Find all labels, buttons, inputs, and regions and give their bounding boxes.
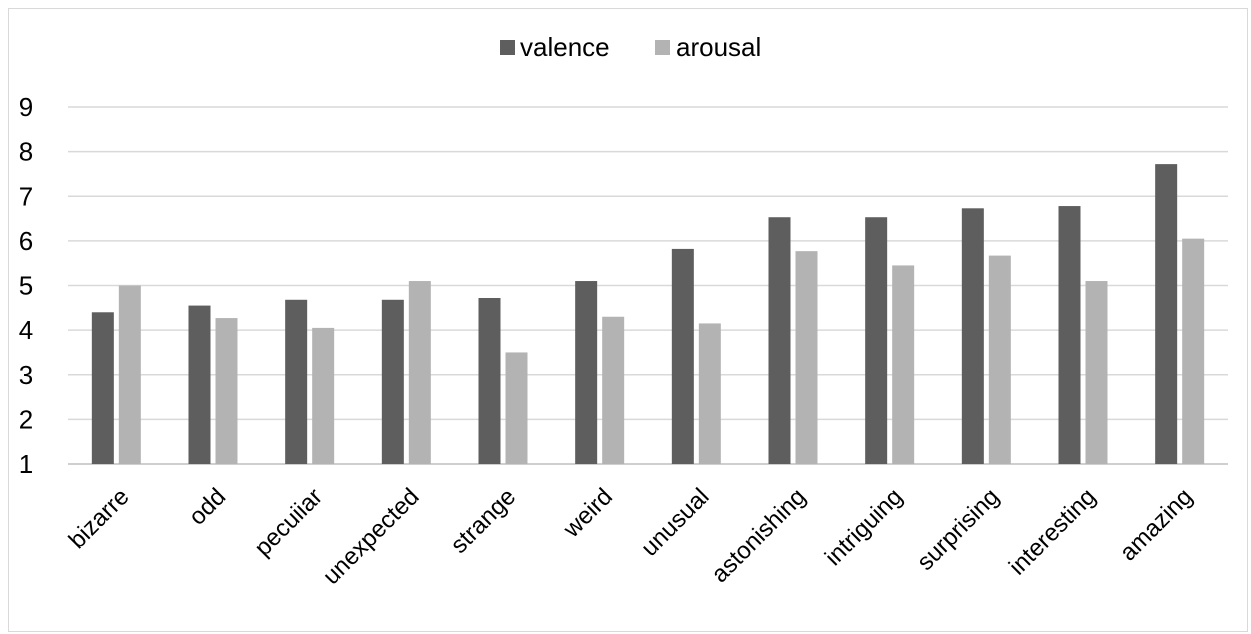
bar-valence-odd xyxy=(188,305,211,464)
bar-valence-unusual xyxy=(671,248,694,464)
legend-swatch-valence xyxy=(500,40,515,55)
bar-arousal-intriguing xyxy=(892,265,915,464)
bar-arousal-bizarre xyxy=(118,285,141,464)
bar-valence-strange xyxy=(478,297,501,464)
legend-label-valence: valence xyxy=(520,32,610,62)
x-tick-label: pecuiiar xyxy=(249,483,328,562)
chart-frame xyxy=(8,8,1248,632)
x-tick-label: surprising xyxy=(912,483,1005,576)
bar-arousal-strange xyxy=(505,352,528,464)
bar-valence-intriguing xyxy=(865,217,888,464)
bar-arousal-interesting xyxy=(1085,281,1108,464)
x-tick-label: unusual xyxy=(636,483,715,562)
bar-arousal-weird xyxy=(602,316,625,464)
x-tick-label: strange xyxy=(446,483,522,559)
y-tick-label: 4 xyxy=(19,315,33,345)
x-tick-label: astonishing xyxy=(706,483,811,588)
bar-arousal-odd xyxy=(215,318,238,464)
y-tick-label: 6 xyxy=(19,226,33,256)
y-tick-label: 9 xyxy=(19,92,33,122)
y-tick-label: 7 xyxy=(19,181,33,211)
x-tick-label: odd xyxy=(184,483,231,530)
bar-arousal-amazing xyxy=(1182,238,1205,464)
y-tick-label: 3 xyxy=(19,360,33,390)
bar-valence-interesting xyxy=(1058,206,1081,464)
bar-valence-unexpected xyxy=(381,299,404,464)
legend-label-arousal: arousal xyxy=(676,32,761,62)
bar-arousal-surprising xyxy=(988,255,1011,464)
y-tick-label: 2 xyxy=(19,404,33,434)
bar-valence-amazing xyxy=(1155,164,1178,464)
y-tick-label: 8 xyxy=(19,137,33,167)
bar-valence-surprising xyxy=(961,208,984,464)
bar-valence-astonishing xyxy=(768,217,791,464)
y-tick-label: 5 xyxy=(19,271,33,301)
x-tick-label: amazing xyxy=(1115,483,1198,566)
x-tick-label: interesting xyxy=(1004,483,1101,580)
bar-arousal-unusual xyxy=(698,323,721,464)
x-tick-label: bizarre xyxy=(64,483,135,554)
bar-arousal-pecuiiar xyxy=(312,327,335,464)
x-tick-label: intriguing xyxy=(820,483,908,571)
y-tick-label: 1 xyxy=(19,449,33,479)
bar-arousal-astonishing xyxy=(795,251,818,464)
x-tick-label: weird xyxy=(558,483,618,543)
legend-swatch-arousal xyxy=(655,40,670,55)
bar-valence-bizarre xyxy=(91,312,114,464)
x-tick-label: unexpected xyxy=(318,483,425,590)
bar-valence-weird xyxy=(575,281,598,464)
bar-valence-pecuiiar xyxy=(285,299,308,464)
bar-arousal-unexpected xyxy=(408,281,431,464)
